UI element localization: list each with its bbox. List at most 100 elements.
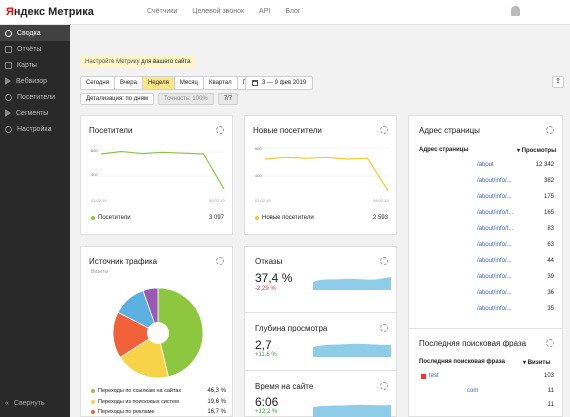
legend-dot — [91, 216, 95, 220]
page-url-link[interactable]: /about/info/... — [477, 194, 512, 200]
nav-blog[interactable]: Блог — [285, 8, 301, 15]
document-icon — [5, 45, 12, 53]
filters-bar: Детализация: по дням Точность: 100% 7/7 — [80, 93, 239, 105]
sidebar-item-settings[interactable]: Настройка — [0, 121, 70, 137]
app-logo[interactable]: Яндекс Метрика — [6, 6, 94, 18]
sidebar-item-segments[interactable]: Сегменты — [0, 105, 70, 121]
gear-icon[interactable] — [216, 257, 224, 265]
period-quarter[interactable]: Квартал — [204, 77, 238, 89]
y-tick: 400 — [255, 173, 262, 178]
sidebar-item-webvisor[interactable]: Вебвизор — [0, 73, 70, 89]
pie-slice — [119, 332, 169, 379]
period-today[interactable]: Сегодня — [81, 77, 115, 89]
x-tick-start: 03.02.19 — [91, 198, 107, 203]
period-selector: Сегодня Вчера Неделя Месяц Квартал Год — [80, 76, 259, 90]
legend-dot — [255, 216, 259, 220]
widget-subtitle: Визиты — [91, 269, 109, 275]
page-url-link[interactable]: /about/info/f... — [477, 210, 514, 216]
bounce-widget: Отказы 37,4 % -2,29 % — [244, 246, 397, 321]
legend-dot — [91, 389, 95, 393]
phrase-link[interactable]: test — [429, 373, 439, 379]
accuracy-dropdown[interactable]: Точность: 100% — [157, 93, 214, 105]
gear-icon[interactable] — [380, 257, 388, 265]
visitors-widget: Посетители 800 400 03.02.19 09.02.19 Пос… — [80, 115, 233, 235]
visits-value: 11 — [547, 402, 554, 408]
visitors-chart: 800 400 03.02.19 09.02.19 — [89, 148, 226, 203]
views-value: 165 — [543, 210, 554, 216]
nav-call-tracking[interactable]: Целевой звонок — [192, 8, 245, 15]
visitors-total: 3 097 — [208, 215, 224, 221]
phrase-link[interactable]: com — [467, 388, 479, 394]
widget-title: Время на сайте — [255, 382, 314, 391]
funnel-icon — [5, 109, 11, 117]
views-value: 175 — [543, 194, 554, 200]
widget-title: Источник трафика — [89, 257, 158, 266]
page-url-link[interactable]: /about — [477, 162, 494, 168]
depth-delta: +11,6 % — [255, 352, 277, 358]
legend-links: Переходы по ссылкам на сайтах — [91, 388, 181, 394]
person-icon — [5, 93, 12, 101]
page-url-link[interactable]: /about/info/... — [477, 258, 512, 264]
page-url-link[interactable]: /about/info/f... — [477, 226, 514, 232]
gear-icon[interactable] — [216, 126, 224, 134]
gear-icon[interactable] — [380, 382, 388, 390]
views-value: 35 — [547, 306, 554, 312]
page-url-link[interactable]: /about/info/... — [477, 306, 512, 312]
goal-count-dropdown[interactable]: 7/7 — [217, 93, 239, 105]
series-line-new-visitors — [264, 156, 389, 192]
depth-value: 2,7 — [255, 338, 272, 352]
bounce-delta: -2,29 % — [255, 286, 276, 292]
legend-value: 19,6 % — [207, 399, 226, 405]
page-url-link[interactable]: /about/info/... — [477, 178, 512, 184]
widget-title: Адрес страницы — [419, 126, 480, 135]
period-yesterday[interactable]: Вчера — [115, 77, 143, 89]
x-tick-end: 09.02.19 — [209, 198, 225, 203]
column-header-views[interactable]: ▾ Просмотры — [517, 148, 557, 154]
play-icon — [5, 77, 11, 85]
sidebar: Сводка Отчёты Карты Вебвизор Посетители … — [0, 25, 70, 417]
gear-icon[interactable] — [380, 324, 388, 332]
widget-title: Новые посетители — [253, 126, 322, 135]
sidebar-item-maps[interactable]: Карты — [0, 57, 70, 73]
legend-ads: Переходы по рекламе — [91, 409, 155, 415]
views-value: 83 — [547, 226, 554, 232]
widget-title: Последняя поисковая фраза — [419, 339, 527, 348]
sidebar-item-summary[interactable]: Сводка — [0, 25, 70, 41]
legend-search: Переходы из поисковых систем — [91, 399, 179, 405]
widget-title: Посетители — [89, 126, 133, 135]
y-tick: 400 — [91, 172, 98, 177]
column-header-url[interactable]: Адрес страницы — [419, 147, 469, 153]
page-url-link[interactable]: /about/info/... — [477, 242, 512, 248]
gear-icon[interactable] — [546, 339, 554, 347]
legend-dot — [91, 400, 95, 404]
nav-counters[interactable]: Счётчики — [147, 8, 178, 15]
widget-title: Отказы — [255, 257, 283, 266]
period-week[interactable]: Неделя — [142, 77, 175, 89]
gear-icon[interactable] — [380, 126, 388, 134]
nav-api[interactable]: API — [259, 8, 271, 15]
export-icon[interactable]: ⇪ — [552, 76, 564, 88]
visits-value: 103 — [543, 373, 554, 379]
column-header-visits[interactable]: ▾ Визиты — [523, 360, 551, 366]
gear-icon[interactable] — [546, 126, 554, 134]
views-value: 39 — [547, 274, 554, 280]
new-visitors-widget: Новые посетители 600 400 03.02.19 09.02.… — [244, 115, 397, 235]
bounce-value: 37,4 % — [255, 271, 293, 285]
views-value: 12 342 — [535, 162, 554, 168]
date-range-picker[interactable]: 3 — 9 фев 2019 — [245, 76, 314, 90]
traffic-source-widget: Источник трафика Визиты Переходы по ссыл… — [80, 246, 233, 417]
views-value: 36 — [547, 290, 554, 296]
collapse-sidebar-button[interactable]: «Свернуть — [5, 400, 45, 407]
map-icon — [5, 61, 12, 69]
sidebar-item-visitors[interactable]: Посетители — [0, 89, 70, 105]
page-url-link[interactable]: /about/info/... — [477, 274, 512, 280]
bell-icon[interactable] — [511, 6, 520, 16]
setup-tip[interactable]: Настройте Метрику для вашего сайта — [80, 56, 196, 68]
sidebar-item-reports[interactable]: Отчёты — [0, 41, 70, 57]
visits-value: 11 — [547, 388, 554, 394]
top-bar: Яндекс Метрика Счётчики Целевой звонок A… — [0, 0, 570, 25]
page-url-link[interactable]: /about/info/... — [477, 290, 512, 296]
detail-dropdown[interactable]: Детализация: по дням — [80, 93, 154, 105]
column-header-phrase[interactable]: Последняя поисковая фраза — [419, 359, 505, 365]
period-month[interactable]: Месяц — [175, 77, 204, 89]
